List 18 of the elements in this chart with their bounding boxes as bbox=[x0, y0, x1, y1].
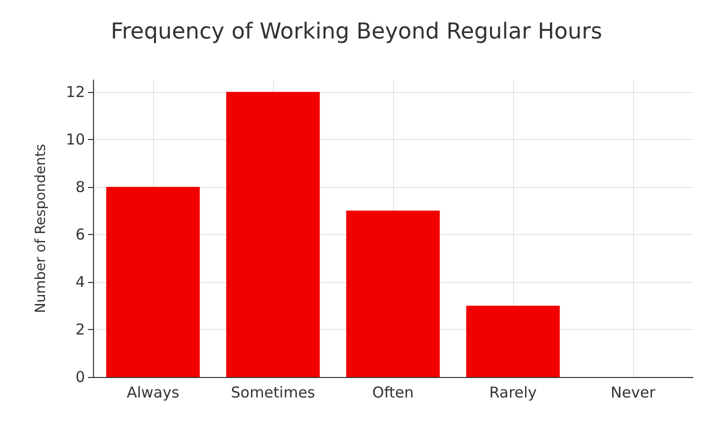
y-tick-label: 4 bbox=[75, 272, 85, 291]
y-tick-label: 8 bbox=[75, 178, 85, 196]
y-tick-label: 12 bbox=[66, 82, 85, 101]
x-tick-label: Often bbox=[372, 384, 414, 402]
y-tick-label: 0 bbox=[75, 368, 85, 386]
y-tick-label: 2 bbox=[75, 320, 85, 338]
bar bbox=[466, 306, 560, 377]
bar bbox=[106, 186, 200, 377]
x-tick-label: Always bbox=[126, 384, 180, 402]
bar bbox=[346, 210, 440, 377]
y-tick-label: 6 bbox=[75, 225, 85, 244]
bar bbox=[226, 92, 320, 377]
x-tick-label: Rarely bbox=[489, 384, 537, 402]
chart-title: Frequency of Working Beyond Regular Hours bbox=[110, 20, 602, 44]
x-tick-label: Sometimes bbox=[230, 384, 316, 402]
x-tick-label: Never bbox=[610, 384, 656, 402]
y-tick-label: 10 bbox=[66, 130, 85, 148]
y-axis-title: Number of Respondents bbox=[33, 144, 49, 314]
